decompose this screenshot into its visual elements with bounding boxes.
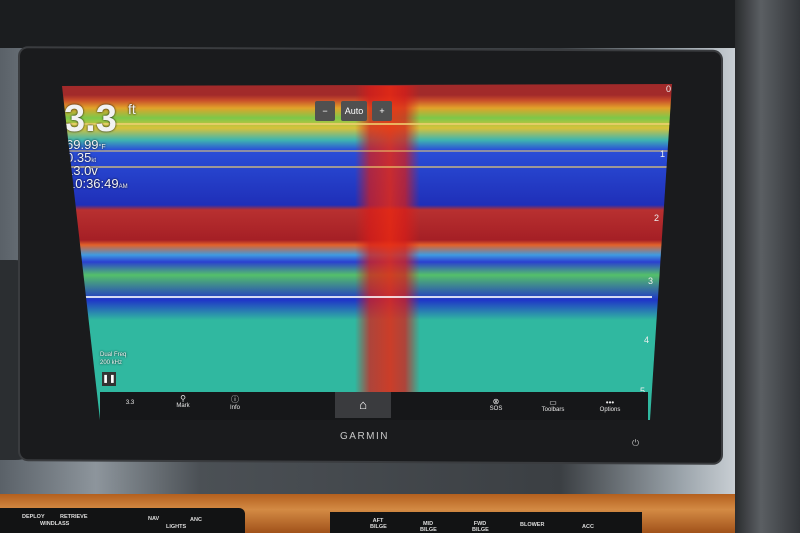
switch-panel-right: AFT BILGE MID BILGE FWD BILGE BLOWER ACC xyxy=(330,512,642,533)
depth-scale-label: 5 xyxy=(640,386,646,396)
sonar-line xyxy=(62,150,668,152)
water-temp-unit: °F xyxy=(98,144,106,151)
frequency-line2: 200 kHz xyxy=(100,360,123,366)
zoom-mode-button[interactable]: Auto xyxy=(341,101,367,121)
speed-unit: kt xyxy=(91,158,96,164)
depth-scale-label: 4 xyxy=(644,335,650,345)
mark-button[interactable]: ⚲ Mark xyxy=(163,394,203,409)
sos-button[interactable]: ⊗ SOS xyxy=(476,397,516,412)
toolbars-button[interactable]: ▭ Toolbars xyxy=(533,398,573,413)
water-temp-value: 69.99 xyxy=(66,137,99,152)
speed: 0.35kt xyxy=(66,151,96,168)
depth-scale-label: 2 xyxy=(654,213,660,223)
depth-scale-label: 1 xyxy=(660,149,666,159)
sonar-line xyxy=(62,166,668,168)
options-label: Options xyxy=(599,407,621,413)
depth-unit: ft xyxy=(128,101,136,117)
toolbar-icon: ▭ xyxy=(549,398,557,407)
depth-scale-label: 3 xyxy=(648,276,654,286)
lights-label: LIGHTS xyxy=(166,524,187,530)
options-button[interactable]: ••• Options xyxy=(590,398,630,413)
window-pillar xyxy=(735,0,800,533)
fwd-bilge-switch[interactable]: FWD BILGE xyxy=(472,521,489,533)
power-icon: ⏻ xyxy=(632,438,640,448)
frequency-line1: Dual Freq xyxy=(100,352,127,358)
power-button[interactable]: ⏻ xyxy=(632,438,639,449)
aft-bilge-switch[interactable]: AFT BILGE xyxy=(370,518,387,530)
hardtop xyxy=(0,0,800,48)
depth-scale-label: 0 xyxy=(666,84,672,94)
blower-switch[interactable]: BLOWER xyxy=(520,522,545,528)
time: 10:36:49AM xyxy=(68,177,128,194)
water-temp: 69.99°F xyxy=(66,138,106,154)
sonar-plume xyxy=(62,86,672,420)
mid-bilge-switch[interactable]: MID BILGE xyxy=(420,521,437,533)
mark-label: Mark xyxy=(176,403,190,409)
home-button[interactable]: ⌂ xyxy=(335,392,391,418)
depth-readout: 3.3 xyxy=(64,98,117,140)
zoom-out-button[interactable]: − xyxy=(315,101,335,121)
voltage: 13.0v xyxy=(66,163,98,178)
info-button[interactable]: ⓘ Info xyxy=(215,394,255,411)
zoom-in-button[interactable]: + xyxy=(372,101,392,121)
nav-lights-switch[interactable]: NAV xyxy=(148,516,160,522)
sonar-surface-line xyxy=(62,123,670,125)
depth-shortcut-button[interactable]: 3.3 xyxy=(125,400,135,406)
home-icon: ⌂ xyxy=(359,397,367,412)
more-dots-icon: ••• xyxy=(605,398,615,407)
info-label: Info xyxy=(229,405,240,411)
time-unit: AM xyxy=(118,184,128,190)
waypoint-pin-icon: ⚲ xyxy=(180,394,186,403)
bottom-line xyxy=(62,296,652,298)
pause-button[interactable]: ❚❚ xyxy=(102,372,116,386)
speed-value: 0.35 xyxy=(66,150,92,165)
switch-panel-left: DEPLOY RETRIEVE WINDLASS NAV ANC LIGHTS xyxy=(0,508,245,533)
retrieve-switch[interactable]: RETRIEVE xyxy=(60,514,88,520)
deploy-switch[interactable]: DEPLOY xyxy=(22,514,45,520)
toolbars-label: Toolbars xyxy=(541,407,565,413)
brand-logo: GARMIN xyxy=(340,431,389,442)
info-icon: ⓘ xyxy=(231,395,239,404)
lifebuoy-icon: ⊗ xyxy=(492,397,500,406)
windlass-label: WINDLASS xyxy=(40,521,70,527)
sos-label: SOS xyxy=(489,406,503,412)
time-value: 10:36:49 xyxy=(68,176,119,191)
acc-switch[interactable]: ACC xyxy=(582,524,594,530)
anchor-lights-switch[interactable]: ANC xyxy=(190,517,202,523)
pause-icon: ❚❚ xyxy=(102,374,116,383)
